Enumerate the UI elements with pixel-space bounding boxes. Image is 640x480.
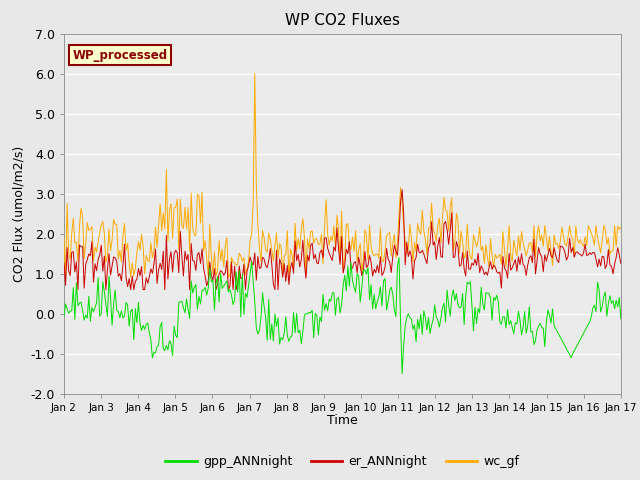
Text: WP_processed: WP_processed	[72, 49, 168, 62]
Legend: gpp_ANNnight, er_ANNnight, wc_gf: gpp_ANNnight, er_ANNnight, wc_gf	[161, 450, 524, 473]
Y-axis label: CO2 Flux (umol/m2/s): CO2 Flux (umol/m2/s)	[12, 145, 25, 282]
X-axis label: Time: Time	[327, 414, 358, 427]
Title: WP CO2 Fluxes: WP CO2 Fluxes	[285, 13, 400, 28]
